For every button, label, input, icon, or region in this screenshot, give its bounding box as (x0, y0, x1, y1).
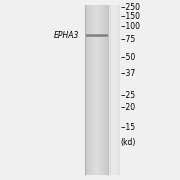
Bar (85, 5, 86, 175)
Bar (87, 5, 88, 175)
Bar (90, 5, 91, 175)
Bar (88, 5, 89, 175)
Bar (97, 5, 98, 175)
Text: --20: --20 (121, 103, 136, 112)
Bar (107, 5, 108, 175)
Text: 293: 293 (88, 0, 104, 2)
Bar (104, 5, 105, 175)
Text: --150: --150 (121, 12, 141, 21)
Bar (98, 5, 99, 175)
Bar (89, 5, 90, 175)
Bar (95, 5, 96, 175)
Bar (103, 5, 104, 175)
Bar (92, 5, 93, 175)
Text: --250: --250 (121, 3, 141, 12)
Text: EPHA3: EPHA3 (54, 31, 79, 40)
Bar (85, 5, 86, 175)
Bar (94, 5, 95, 175)
Bar (99, 5, 100, 175)
Bar (102, 5, 103, 175)
Bar (105, 5, 106, 175)
Bar (100, 5, 101, 175)
Bar (94, 5, 95, 175)
Bar (86, 5, 87, 175)
Bar (101, 5, 102, 175)
Text: --37: --37 (121, 69, 136, 78)
Bar (92, 5, 93, 175)
Bar (91, 5, 92, 175)
Text: (kd): (kd) (121, 138, 136, 147)
Text: --15: --15 (121, 123, 136, 132)
Text: --25: --25 (121, 91, 136, 100)
Text: --100: --100 (121, 22, 141, 31)
Bar (96, 5, 97, 175)
Bar (101, 5, 102, 175)
Bar (110, 5, 119, 175)
Text: --75: --75 (121, 35, 136, 44)
Bar (103, 5, 104, 175)
Bar (106, 5, 107, 175)
Bar (99, 5, 100, 175)
Bar (106, 5, 107, 175)
Bar (93, 5, 94, 175)
Bar (90, 5, 91, 175)
Text: --50: --50 (121, 53, 136, 62)
